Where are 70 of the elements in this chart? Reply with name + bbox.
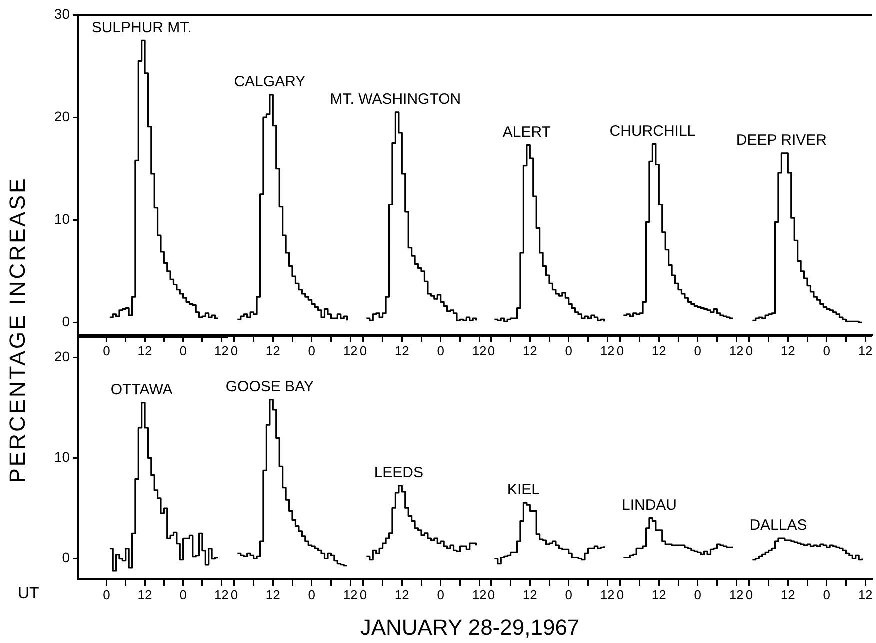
x-tick-label: 0 (694, 587, 702, 602)
x-tick-label: 12 (266, 587, 280, 602)
x-tick-label: 0 (359, 587, 367, 602)
series-label: ALERT (503, 124, 552, 141)
y-tick-label: 20 (54, 108, 70, 124)
x-tick-label: 0 (230, 343, 238, 358)
series-label: DALLAS (750, 517, 808, 534)
series-label: DEEP RIVER (736, 132, 828, 150)
x-tick-label: 0 (436, 343, 444, 358)
x-tick-label: 0 (180, 343, 187, 358)
x-tick-label: 0 (617, 343, 624, 358)
series-label: GOOSE BAY (226, 378, 314, 396)
x-tick-label: 12 (343, 343, 358, 358)
series-label: KIEL (508, 482, 540, 499)
y-tick-label: 10 (54, 449, 70, 466)
x-tick-label: 12 (858, 343, 873, 358)
x-tick-label: 0 (746, 587, 754, 602)
text: UT (18, 585, 40, 602)
x-tick-label: 12 (138, 587, 152, 602)
x-tick-label: 12 (472, 587, 486, 602)
x-tick-label: 12 (394, 343, 409, 358)
y-tick-label: 10 (54, 210, 70, 227)
x-tick-label: 0 (823, 343, 830, 358)
y-tick-label: 20 (54, 348, 70, 364)
y-tick-label: 0 (62, 550, 70, 566)
x-tick-label: 0 (488, 343, 496, 358)
x-tick-label: 12 (138, 343, 152, 358)
x-tick-label: 0 (617, 587, 624, 602)
series-label: MT. WASHINGTON (330, 91, 461, 108)
x-tick-label: 0 (180, 587, 187, 602)
x-tick-label: 12 (600, 587, 616, 602)
x-tick-label: 0 (488, 587, 496, 602)
x-tick-label: 0 (359, 343, 367, 358)
x-tick-label: 0 (230, 587, 238, 602)
x-tick-label: 12 (266, 343, 280, 358)
x-tick-label: 12 (730, 343, 744, 358)
x-tick-label: 0 (103, 343, 110, 358)
y-tick-label: 30 (54, 6, 70, 22)
x-tick-label: 0 (823, 587, 830, 602)
x-tick-label: 12 (343, 587, 358, 602)
y-axis-title: PERCENTAGE INCREASE (5, 176, 31, 484)
x-tick-label: 0 (566, 587, 573, 602)
x-tick-label: 12 (523, 343, 538, 358)
x-tick-label: 12 (394, 587, 409, 602)
x-tick-label: 12 (780, 587, 796, 602)
x-tick-label: 0 (436, 587, 444, 602)
x-tick-label: 12 (600, 343, 616, 358)
x-tick-label: 12 (523, 587, 538, 602)
x-tick-label: 0 (746, 343, 754, 358)
x-tick-label: 12 (730, 587, 744, 602)
series-label: CALGARY (234, 74, 306, 91)
series-label: SULPHUR MT. (92, 19, 192, 36)
x-tick-label: 12 (780, 343, 796, 358)
x-tick-label: 12 (858, 587, 873, 602)
x-tick-label: 12 (472, 343, 486, 358)
x-tick-label: 12 (652, 343, 667, 358)
x-tick-label: 12 (652, 587, 667, 602)
x-tick-label: 12 (214, 343, 229, 358)
x-tick-label: 0 (308, 587, 316, 602)
series-label: LEEDS (374, 464, 424, 482)
x-tick-label: 0 (694, 343, 702, 358)
x-axis-title: JANUARY 28-29,1967 (360, 615, 580, 641)
x-tick-label: 0 (103, 587, 110, 602)
x-tick-label: 12 (214, 587, 229, 602)
y-tick-label: 0 (62, 314, 70, 330)
series-label: OTTAWA (110, 381, 173, 398)
x-tick-label: 0 (566, 343, 573, 358)
x-tick-label: 0 (308, 343, 316, 358)
series-label: LINDAU (622, 496, 678, 514)
series-label: CHURCHILL (610, 122, 696, 140)
